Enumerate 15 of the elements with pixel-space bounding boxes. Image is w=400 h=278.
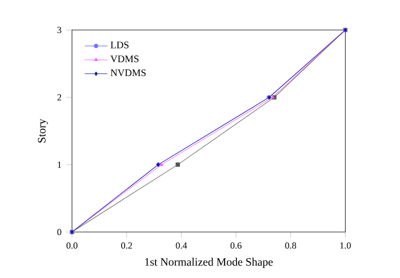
x-tick-label: 0.4 — [176, 242, 187, 249]
legend-label: VDMS — [110, 56, 138, 62]
x-tick-label: 0.6 — [230, 242, 242, 249]
legend-label: NVDMS — [110, 69, 146, 76]
x-tick-label: 0.0 — [66, 242, 78, 249]
y-tick-label: 1 — [58, 162, 62, 168]
x-tick-label: 0.2 — [121, 242, 132, 249]
y-tick-label: 0 — [57, 228, 62, 236]
y-axis-title: Story — [38, 118, 48, 142]
x-tick-label: 0.8 — [285, 242, 296, 249]
legend-label: LDS — [110, 42, 129, 48]
x-tick-label: 1.0 — [340, 242, 351, 249]
y-tick-label: 2 — [57, 94, 62, 100]
x-axis-title: 1st Normalized Mode Shape — [145, 258, 273, 268]
y-tick-label: 3 — [57, 26, 62, 34]
